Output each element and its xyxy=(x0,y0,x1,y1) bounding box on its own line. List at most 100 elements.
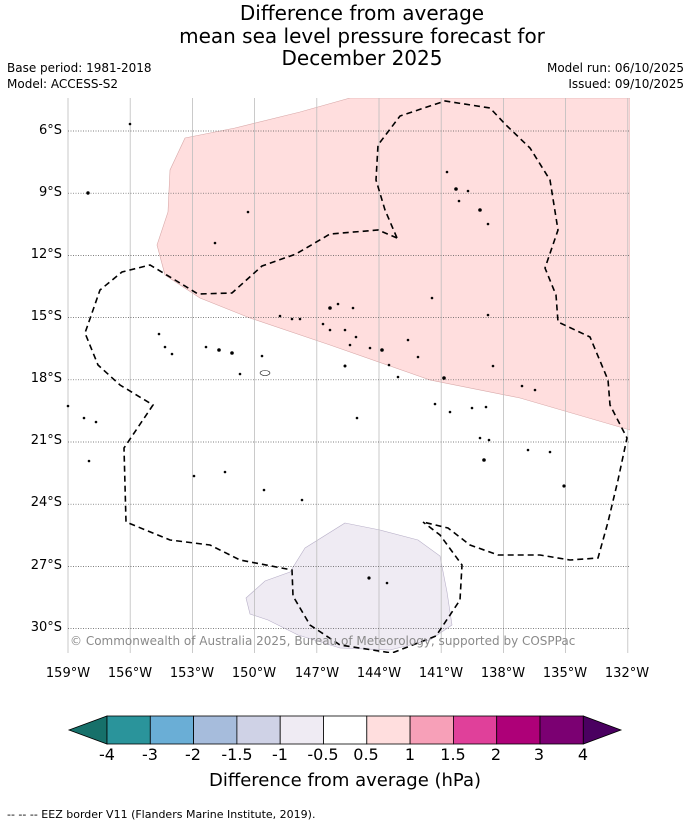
island xyxy=(387,363,391,367)
lon-label-132w: 132°W xyxy=(604,666,650,681)
island xyxy=(478,208,482,212)
meta-left: Base period: 1981-2018 Model: ACCESS-S2 xyxy=(7,60,152,92)
colorbar-tick: 4 xyxy=(577,745,589,764)
lat-label-27s: 27°S xyxy=(30,558,62,573)
island xyxy=(336,302,340,306)
colorbar-tick: -3 xyxy=(142,745,158,764)
island xyxy=(533,388,537,392)
island xyxy=(328,306,332,310)
island xyxy=(94,420,98,424)
island xyxy=(448,410,452,414)
island xyxy=(66,404,70,408)
lon-label-138w: 138°W xyxy=(480,666,526,681)
colorbar-tick: 0.5 xyxy=(353,745,379,764)
island xyxy=(348,343,352,347)
lon-label-147w: 147°W xyxy=(294,666,340,681)
colorbar-tick: 1.5 xyxy=(440,745,466,764)
island xyxy=(262,488,266,492)
anomaly-region-positive xyxy=(156,98,630,431)
anomaly-region-negative xyxy=(245,522,453,651)
meta-right: Model run: 06/10/2025 Issued: 09/10/2025 xyxy=(547,60,684,92)
colorbar xyxy=(67,715,623,745)
island xyxy=(416,355,420,359)
island xyxy=(157,332,161,336)
island xyxy=(430,296,434,300)
colorbar-extend-low xyxy=(67,715,108,745)
model-name: Model: ACCESS-S2 xyxy=(7,77,119,91)
islands xyxy=(66,122,566,585)
title-line-3: December 2025 xyxy=(281,46,443,70)
island xyxy=(548,450,552,454)
lon-label-153w: 153°W xyxy=(169,666,215,681)
eez-border-northeast xyxy=(375,100,628,561)
island xyxy=(192,474,196,478)
colorbar-segment xyxy=(409,715,454,745)
island xyxy=(238,372,242,376)
colorbar-tick: -4 xyxy=(99,745,115,764)
island xyxy=(445,170,449,174)
island xyxy=(351,306,355,310)
island xyxy=(343,328,347,332)
base-period: Base period: 1981-2018 xyxy=(7,61,152,75)
colorbar-segment xyxy=(366,715,411,745)
island xyxy=(478,436,482,440)
lon-label-141w: 141°W xyxy=(418,666,464,681)
island xyxy=(484,405,488,409)
island xyxy=(290,317,294,321)
lon-label-159w: 159°W xyxy=(45,666,91,681)
lat-label-9s: 9°S xyxy=(38,185,62,200)
island xyxy=(217,348,221,352)
island xyxy=(82,416,86,420)
colorbar-segment xyxy=(279,715,324,745)
colorbar-segment xyxy=(452,715,498,745)
island xyxy=(170,352,174,356)
island xyxy=(163,345,167,349)
colorbar-segment xyxy=(193,715,238,745)
island xyxy=(406,338,410,342)
colorbar-tick: -2 xyxy=(185,745,201,764)
colorbar-segment xyxy=(496,715,541,745)
island xyxy=(128,122,132,126)
island xyxy=(486,313,490,317)
island xyxy=(328,328,332,332)
lat-label-21s: 21°S xyxy=(30,433,62,448)
island xyxy=(470,406,474,410)
island xyxy=(454,187,458,191)
lat-label-18s: 18°S xyxy=(30,371,62,386)
lat-label-6s: 6°S xyxy=(38,123,62,138)
island xyxy=(343,364,347,368)
island xyxy=(487,438,491,442)
title-line-1: Difference from average xyxy=(239,1,485,25)
island xyxy=(321,322,325,326)
eez-legend: -- -- -- EEZ border V11 (Flanders Marine… xyxy=(7,808,316,821)
lat-label-12s: 12°S xyxy=(30,247,62,262)
island xyxy=(230,351,234,355)
lon-label-144w: 144°W xyxy=(356,666,402,681)
colorbar-segment xyxy=(539,715,584,745)
colorbar-tick: 1 xyxy=(404,745,416,764)
island xyxy=(433,402,437,406)
lon-label-135w: 135°W xyxy=(542,666,588,681)
lat-label-30s: 30°S xyxy=(30,620,62,635)
island xyxy=(246,210,250,214)
island xyxy=(260,354,264,358)
island xyxy=(380,348,384,352)
colorbar-tick: -1 xyxy=(272,745,288,764)
island xyxy=(298,317,302,321)
lat-label-24s: 24°S xyxy=(30,495,62,510)
colorbar-tick: 2 xyxy=(490,745,502,764)
island xyxy=(213,241,217,245)
island xyxy=(367,576,371,580)
lon-label-156w: 156°W xyxy=(107,666,153,681)
island xyxy=(204,345,208,349)
chart-title: Difference from average mean sea level p… xyxy=(0,2,690,70)
island xyxy=(491,364,495,368)
colorbar-tick: 3 xyxy=(533,745,545,764)
island xyxy=(396,375,400,379)
title-line-2: mean sea level pressure forecast for xyxy=(179,23,545,48)
colorbar-segment xyxy=(149,715,195,745)
colorbar-extend-high xyxy=(582,715,623,745)
lat-label-15s: 15°S xyxy=(30,309,62,324)
island xyxy=(368,346,372,350)
model-run: Model run: 06/10/2025 xyxy=(546,61,684,75)
